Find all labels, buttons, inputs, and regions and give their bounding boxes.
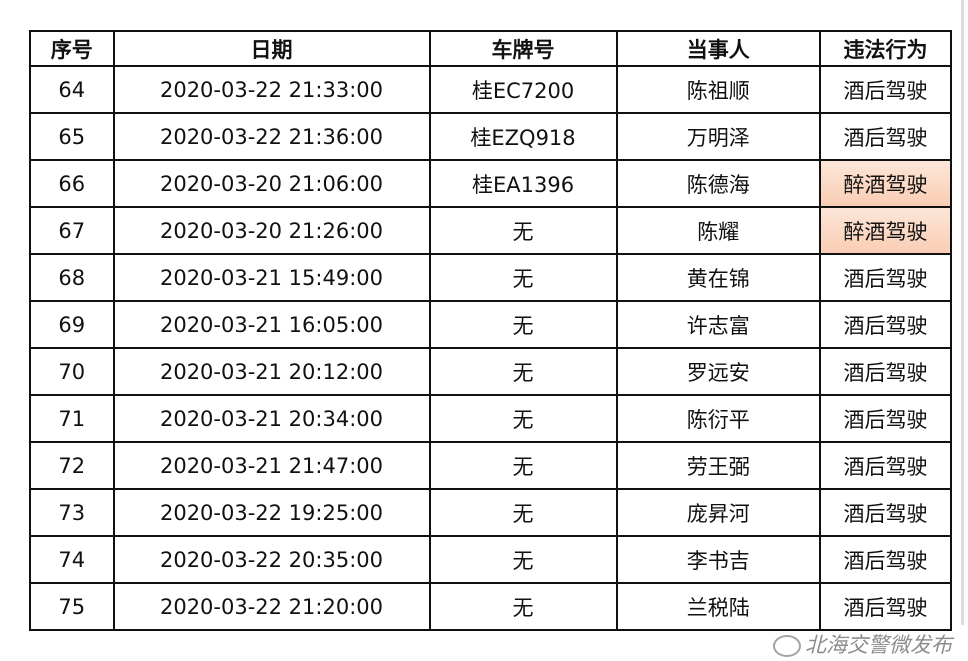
- cell-offense: 酒后驾驶: [818, 394, 953, 443]
- cell-date: 2020-03-21 15:49:00: [112, 253, 431, 302]
- header-no: 序号: [29, 30, 115, 67]
- cell-no: 72: [29, 441, 115, 490]
- cell-name: 李书吉: [615, 535, 821, 584]
- cell-date: 2020-03-21 21:47:00: [112, 441, 431, 490]
- table-row: 75 2020-03-22 21:20:00 无兰税陆 酒后驾驶: [29, 582, 953, 631]
- cell-no: 74: [29, 535, 115, 584]
- table-row: 68 2020-03-21 15:49:00 无黄在锦 酒后驾驶: [29, 253, 953, 302]
- header-row: 序号 日期 车牌号 当事人 违法行为: [29, 30, 953, 67]
- cell-plate: 无: [428, 488, 618, 537]
- table-row: 65 2020-03-22 21:36:00 桂EZQ918 万明泽 酒后驾驶: [29, 112, 953, 161]
- table-row: 70 2020-03-21 20:12:00 无罗远安 酒后驾驶: [29, 347, 953, 396]
- cell-plate: 无: [428, 394, 618, 443]
- cell-offense: 酒后驾驶: [818, 347, 953, 396]
- table-row: 66 2020-03-20 21:06:00 桂EA1396 陈德海 醉酒驾驶: [29, 159, 953, 208]
- cell-offense: 酒后驾驶: [818, 582, 953, 631]
- cell-offense: 酒后驾驶: [818, 300, 953, 349]
- cell-plate: 无: [428, 535, 618, 584]
- header-plate: 车牌号: [428, 30, 618, 67]
- cell-name: 劳王弼: [615, 441, 821, 490]
- cell-offense: 酒后驾驶: [818, 535, 953, 584]
- cell-date: 2020-03-20 21:06:00: [112, 159, 431, 208]
- table-row: 73 2020-03-22 19:25:00 无庞昇河 酒后驾驶: [29, 488, 953, 537]
- cell-offense: 酒后驾驶: [818, 112, 953, 161]
- cell-date: 2020-03-21 16:05:00: [112, 300, 431, 349]
- cell-date: 2020-03-21 20:34:00: [112, 394, 431, 443]
- cell-no: 70: [29, 347, 115, 396]
- cell-no: 73: [29, 488, 115, 537]
- cell-name: 黄在锦: [615, 253, 821, 302]
- cell-no: 66: [29, 159, 115, 208]
- cell-date: 2020-03-22 20:35:00: [112, 535, 431, 584]
- cell-date: 2020-03-22 21:20:00: [112, 582, 431, 631]
- watermark: 北海交警微发布: [773, 632, 952, 659]
- cell-plate: 无: [428, 582, 618, 631]
- cell-date: 2020-03-21 20:12:00: [112, 347, 431, 396]
- header-name: 当事人: [615, 30, 821, 67]
- table-row: 71 2020-03-21 20:34:00 无陈衍平 酒后驾驶: [29, 394, 953, 443]
- cell-no: 67: [29, 206, 115, 255]
- cell-no: 71: [29, 394, 115, 443]
- cell-name: 陈德海: [615, 159, 821, 208]
- cell-plate: 桂EA1396: [428, 159, 618, 208]
- cell-no: 69: [29, 300, 115, 349]
- cell-plate: 无: [428, 300, 618, 349]
- cell-no: 64: [29, 65, 115, 114]
- table-row: 74 2020-03-22 20:35:00 无李书吉 酒后驾驶: [29, 535, 953, 584]
- cell-name: 兰税陆: [615, 582, 821, 631]
- cell-plate: 无: [428, 347, 618, 396]
- header-offense: 违法行为: [818, 30, 953, 67]
- cell-no: 75: [29, 582, 115, 631]
- wechat-icon: [773, 634, 801, 657]
- cell-plate: 桂EC7200: [428, 65, 618, 114]
- table-row: 64 2020-03-22 21:33:00 桂EC7200 陈祖顺 酒后驾驶: [29, 65, 953, 114]
- violations-table: 序号 日期 车牌号 当事人 违法行为 64 2020-03-22 21:33:00…: [29, 30, 953, 631]
- cell-date: 2020-03-22 19:25:00: [112, 488, 431, 537]
- page-edge: [961, 0, 964, 625]
- cell-date: 2020-03-22 21:36:00: [112, 112, 431, 161]
- cell-offense: 酒后驾驶: [818, 253, 953, 302]
- cell-name: 万明泽: [615, 112, 821, 161]
- cell-name: 许志富: [615, 300, 821, 349]
- cell-name: 陈衍平: [615, 394, 821, 443]
- cell-offense: 酒后驾驶: [818, 441, 953, 490]
- cell-name: 陈祖顺: [615, 65, 821, 114]
- table-row: 69 2020-03-21 16:05:00 无许志富 酒后驾驶: [29, 300, 953, 349]
- cell-no: 65: [29, 112, 115, 161]
- table-row: 67 2020-03-20 21:26:00 无陈耀 醉酒驾驶: [29, 206, 953, 255]
- cell-plate: 无: [428, 253, 618, 302]
- table-row: 72 2020-03-21 21:47:00 无劳王弼 酒后驾驶: [29, 441, 953, 490]
- watermark-text: 北海交警微发布: [805, 633, 952, 657]
- cell-date: 2020-03-22 21:33:00: [112, 65, 431, 114]
- cell-plate: 桂EZQ918: [428, 112, 618, 161]
- cell-no: 68: [29, 253, 115, 302]
- cell-date: 2020-03-20 21:26:00: [112, 206, 431, 255]
- header-date: 日期: [112, 30, 431, 67]
- cell-name: 庞昇河: [615, 488, 821, 537]
- cell-offense: 酒后驾驶: [818, 488, 953, 537]
- cell-name: 陈耀: [615, 206, 821, 255]
- cell-plate: 无: [428, 441, 618, 490]
- cell-offense: 醉酒驾驶: [818, 159, 953, 208]
- cell-offense: 酒后驾驶: [818, 65, 953, 114]
- cell-offense: 醉酒驾驶: [818, 206, 953, 255]
- cell-name: 罗远安: [615, 347, 821, 396]
- cell-plate: 无: [428, 206, 618, 255]
